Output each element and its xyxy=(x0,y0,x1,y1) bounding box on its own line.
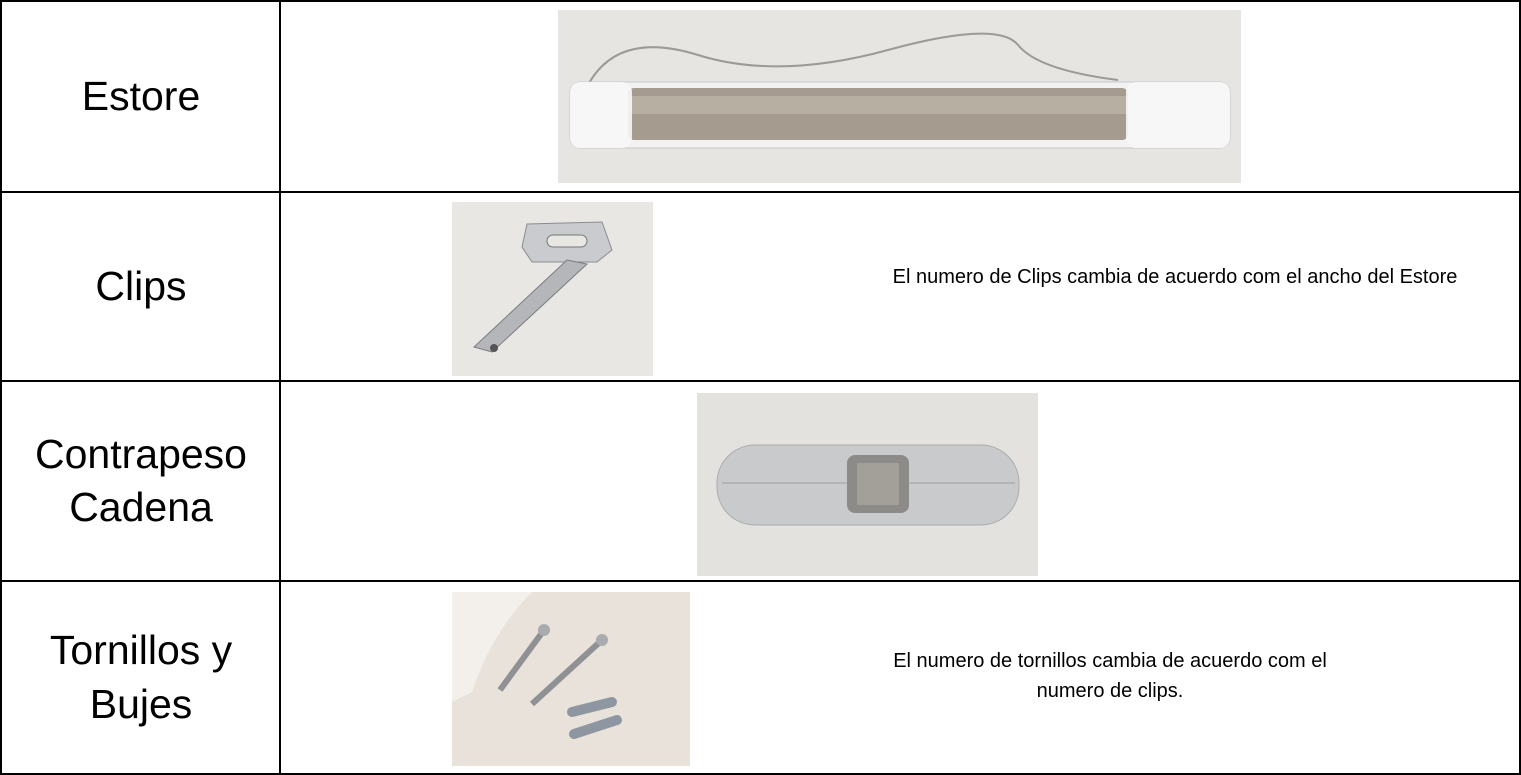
row-note: El numero de Clips cambia de acuerdo com… xyxy=(892,266,1458,288)
row-label: Contrapeso Cadena xyxy=(35,430,247,530)
row-note: El numero de tornillos cambia de acuerdo… xyxy=(893,650,1327,702)
estore-photo xyxy=(558,10,1241,183)
row-divider xyxy=(0,380,1521,382)
counterweight-photo xyxy=(697,393,1038,576)
border xyxy=(0,0,1521,2)
border xyxy=(1519,0,1521,775)
row-divider xyxy=(0,580,1521,582)
screws-photo xyxy=(452,592,690,766)
row-divider xyxy=(0,191,1521,193)
row-label: Tornillos y Bujes xyxy=(49,627,233,727)
border xyxy=(0,0,2,775)
column-divider xyxy=(279,0,281,775)
border xyxy=(0,773,1521,775)
clip-photo xyxy=(452,202,653,376)
row-label: Estore xyxy=(81,72,201,119)
row-label: Clips xyxy=(95,262,187,309)
